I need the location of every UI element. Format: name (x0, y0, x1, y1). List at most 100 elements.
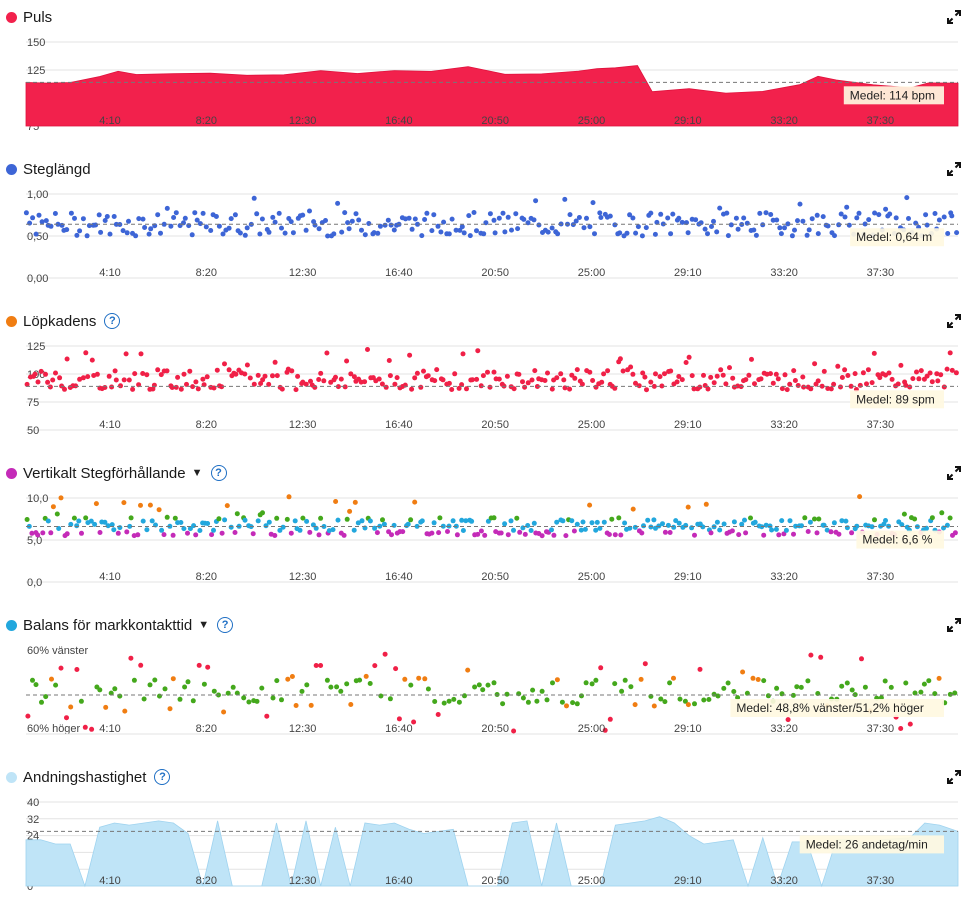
expand-icon[interactable] (947, 618, 961, 632)
data-point (846, 222, 852, 228)
chart-panel-vertikalt: Vertikalt Stegförhållande ▼? 10,0 5,0 0,0 4:1… (0, 456, 975, 608)
dropdown-caret-icon[interactable]: ▼ (198, 619, 210, 631)
data-point (705, 386, 711, 392)
data-point (763, 210, 769, 216)
expand-icon[interactable] (947, 10, 961, 24)
data-point (344, 516, 350, 522)
data-point (260, 377, 266, 383)
data-point (728, 222, 734, 228)
data-point (926, 678, 932, 684)
data-point (731, 689, 737, 694)
data-point (102, 385, 108, 390)
data-point (692, 701, 697, 707)
y-tick-label: 75 (27, 397, 39, 409)
x-tick-label: 12:30 (289, 419, 317, 431)
data-point (643, 225, 649, 231)
data-point (463, 518, 469, 524)
help-icon[interactable]: ? (154, 769, 171, 785)
data-point (140, 371, 146, 376)
data-point (741, 215, 747, 221)
data-point (579, 381, 585, 387)
data-point (630, 215, 636, 221)
help-icon[interactable]: ? (210, 465, 227, 481)
data-point (173, 384, 179, 390)
expand-icon[interactable] (947, 770, 961, 784)
expand-icon[interactable] (947, 314, 961, 328)
data-point (84, 233, 90, 239)
data-point (184, 381, 189, 387)
data-point (584, 215, 589, 221)
data-point (388, 222, 394, 228)
data-point (531, 520, 537, 526)
dropdown-caret-icon[interactable]: ▼ (191, 467, 203, 479)
x-tick-label: 8:20 (196, 267, 217, 279)
x-tick-label: 12:30 (289, 875, 317, 887)
data-point (785, 221, 791, 227)
help-icon[interactable]: ? (217, 617, 234, 633)
data-point (412, 499, 418, 505)
data-point (349, 218, 355, 224)
data-point (157, 693, 162, 699)
data-point (333, 374, 338, 380)
data-point (748, 515, 753, 521)
data-point (112, 686, 118, 692)
data-point (936, 675, 942, 681)
data-point (251, 195, 257, 201)
data-point (124, 230, 130, 236)
data-point (56, 526, 62, 531)
data-point (272, 219, 278, 225)
data-point (514, 515, 520, 521)
data-point (505, 214, 511, 220)
data-point (274, 678, 280, 684)
data-point (849, 530, 855, 536)
data-point (775, 376, 781, 382)
data-point (214, 367, 220, 373)
x-tick-label: 33:20 (770, 115, 798, 127)
data-point (562, 196, 568, 202)
data-point (161, 532, 167, 538)
data-point (517, 529, 523, 535)
data-point (300, 212, 306, 218)
data-point (460, 351, 466, 357)
expand-icon[interactable] (947, 162, 961, 176)
data-point (809, 216, 815, 222)
data-point (272, 359, 278, 365)
data-point (312, 384, 318, 390)
data-point (40, 530, 46, 536)
data-point (531, 217, 537, 223)
x-tick-label: 20:50 (481, 267, 509, 279)
data-point (539, 688, 545, 694)
data-point (288, 530, 294, 536)
data-point (164, 514, 170, 520)
data-point (324, 350, 330, 356)
data-point (382, 651, 388, 657)
x-tick-label: 4:10 (99, 115, 120, 127)
data-point (842, 214, 848, 220)
data-point (539, 533, 545, 539)
data-point (155, 367, 161, 373)
data-point (102, 519, 108, 525)
data-point (167, 706, 173, 712)
data-point (50, 504, 56, 510)
legend-dot-icon (6, 771, 17, 783)
data-point (112, 368, 118, 374)
x-tick-label: 33:20 (770, 875, 798, 887)
data-point (947, 515, 953, 521)
expand-icon[interactable] (947, 466, 961, 480)
data-point (279, 386, 285, 392)
data-point (64, 356, 70, 362)
data-point (592, 231, 597, 237)
data-point (525, 699, 531, 705)
x-tick-label: 33:20 (770, 419, 798, 431)
y-tick-label: 0,0 (27, 577, 42, 589)
data-point (348, 371, 354, 377)
data-point (115, 530, 121, 536)
data-point (549, 225, 555, 231)
x-tick-label: 16:40 (385, 419, 413, 431)
data-point (435, 712, 441, 717)
help-icon[interactable]: ? (104, 313, 121, 329)
data-point (270, 695, 276, 701)
data-point (408, 517, 414, 523)
data-point (509, 227, 514, 233)
data-point (630, 371, 636, 377)
